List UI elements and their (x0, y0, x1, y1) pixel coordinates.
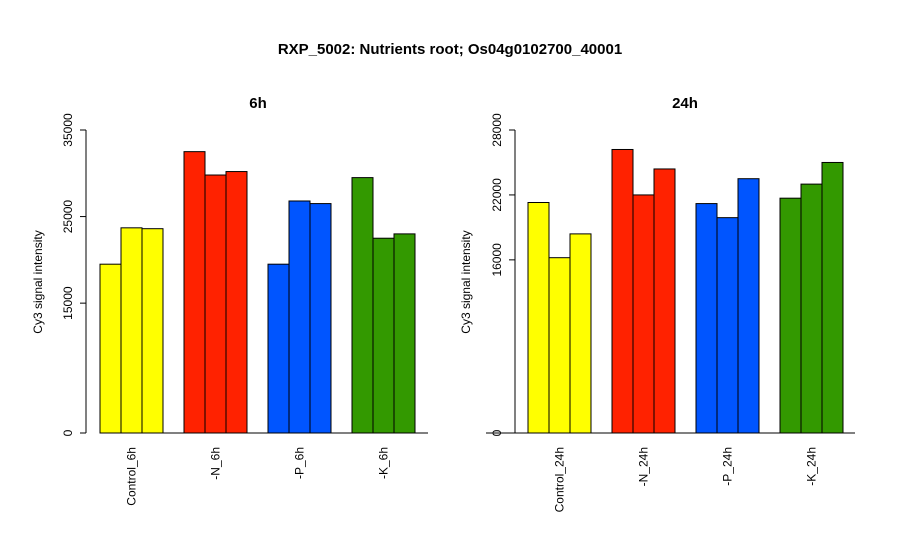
panel-6h: 6h 0 15000 25000 35000 Cy3 signal intensity Co… (31, 95, 428, 506)
bar (225, 171, 248, 434)
bar (99, 263, 122, 434)
bar (309, 203, 332, 434)
y-tick-label: 15000 (61, 286, 75, 320)
y-tick-label: 22000 (490, 178, 504, 212)
panel-title: 6h (249, 95, 267, 112)
x-category-label: -N_24h (637, 447, 651, 486)
bar (527, 202, 550, 434)
x-category-label: -K_24h (805, 447, 819, 486)
bar (120, 227, 143, 434)
bar (800, 183, 823, 434)
bar (653, 168, 676, 434)
bar (393, 233, 416, 434)
bar (716, 217, 739, 434)
bar (737, 178, 760, 434)
y-tick-label: 0 (490, 429, 504, 436)
x-category-label: Control_24h (553, 447, 567, 512)
bar (632, 194, 655, 434)
y-axis-label: Cy3 signal intensity (31, 230, 45, 333)
bar (141, 228, 164, 434)
y-tick-label: 25000 (61, 200, 75, 234)
y-tick-label: 16000 (490, 243, 504, 277)
bar (695, 203, 718, 434)
bar (183, 151, 206, 434)
x-category-label: -P_6h (293, 447, 307, 479)
bar (351, 177, 374, 434)
bar (288, 200, 311, 434)
bar (611, 148, 634, 434)
bar (821, 161, 844, 434)
y-tick-label: 28000 (490, 113, 504, 147)
x-category-label: -K_6h (377, 447, 391, 479)
bar (372, 237, 395, 434)
y-axis-label: Cy3 signal intensity (459, 230, 473, 333)
y-tick-label: 35000 (61, 113, 75, 147)
bar (267, 263, 290, 434)
x-category-label: -N_6h (209, 447, 223, 480)
x-category-label: Control_6h (125, 447, 139, 506)
panel-24h: 24h 0 16000 22000 28000 Cy3 signal intensity C… (459, 95, 855, 512)
bar (204, 174, 227, 434)
bar (548, 257, 571, 434)
panel-title: 24h (672, 95, 698, 112)
bar (569, 233, 592, 434)
y-tick-label: 0 (61, 429, 75, 436)
x-category-label: -P_24h (721, 447, 735, 486)
chart-main-title: RXP_5002: Nutrients root; Os04g0102700_4… (278, 41, 622, 58)
bar (779, 197, 802, 434)
